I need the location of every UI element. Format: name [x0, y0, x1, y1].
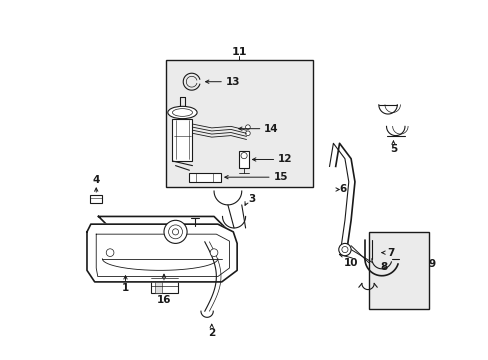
Text: 9: 9 — [427, 259, 435, 269]
Polygon shape — [99, 216, 229, 232]
Circle shape — [106, 249, 114, 256]
Circle shape — [340, 247, 349, 256]
Bar — [166, 60, 312, 187]
Text: 5: 5 — [389, 144, 396, 154]
Text: 12: 12 — [277, 154, 292, 165]
Bar — [239, 151, 248, 168]
Ellipse shape — [172, 109, 192, 116]
Bar — [368, 232, 428, 309]
Bar — [90, 195, 102, 203]
Text: 15: 15 — [273, 172, 287, 182]
Text: 10: 10 — [343, 258, 357, 267]
Text: 11: 11 — [231, 48, 247, 58]
Text: 14: 14 — [264, 124, 278, 134]
Bar — [172, 119, 192, 161]
Circle shape — [168, 225, 182, 239]
Circle shape — [241, 153, 246, 159]
Circle shape — [245, 125, 250, 130]
Text: 4: 4 — [92, 175, 100, 185]
Ellipse shape — [167, 106, 197, 119]
Polygon shape — [87, 224, 237, 282]
Circle shape — [341, 247, 347, 253]
Bar — [154, 270, 162, 293]
Circle shape — [210, 249, 218, 256]
Text: 6: 6 — [339, 184, 346, 194]
Text: 3: 3 — [248, 194, 255, 204]
Text: 1: 1 — [122, 283, 129, 293]
Text: 2: 2 — [208, 328, 215, 338]
Text: 16: 16 — [157, 294, 171, 305]
Circle shape — [245, 131, 250, 136]
Circle shape — [172, 229, 178, 235]
Circle shape — [163, 220, 187, 243]
Bar — [151, 270, 178, 293]
Bar — [188, 172, 221, 182]
Text: 7: 7 — [386, 248, 394, 258]
Text: 13: 13 — [225, 77, 240, 87]
Circle shape — [338, 243, 350, 256]
Text: 8: 8 — [380, 261, 387, 271]
